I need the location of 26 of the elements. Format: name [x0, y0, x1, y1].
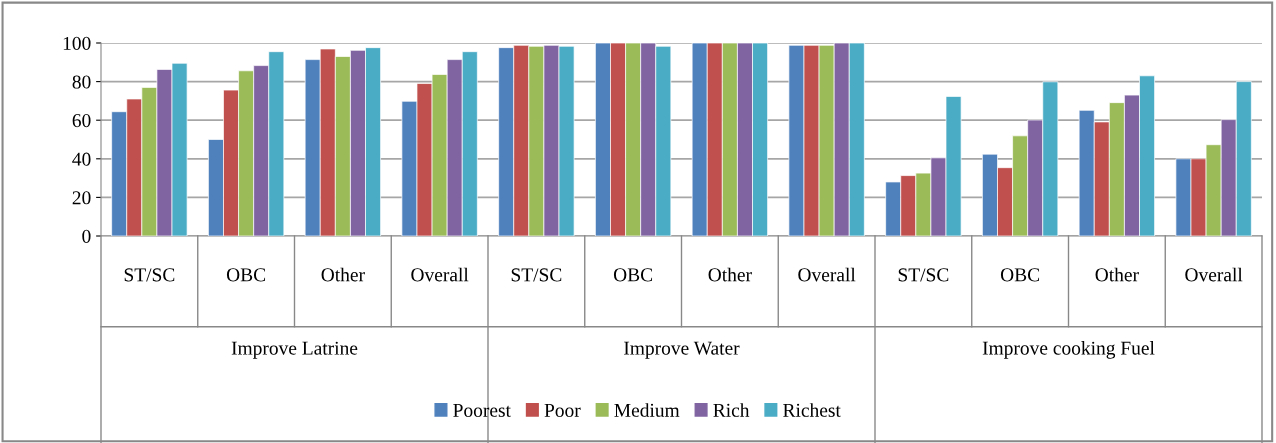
x-tick-label: Other	[708, 267, 752, 282]
x-tick-label: OBC	[1000, 268, 1040, 282]
x-tick-label: Overall	[798, 267, 856, 282]
text: Improve Latrine	[231, 341, 358, 359]
legend-label: Poor	[544, 403, 581, 417]
x-tick-label: ST/SC	[124, 268, 175, 282]
y-tick-label: 40	[72, 152, 91, 166]
legend-label: Poorest	[453, 403, 511, 417]
x-tick-label: Other	[321, 267, 365, 282]
legend-label: Medium	[614, 403, 680, 417]
y-tick-label: 80	[72, 75, 91, 89]
y-tick-label: 100	[63, 36, 91, 50]
y-tick-label: 20	[72, 191, 91, 205]
legend-label: Rich	[713, 403, 750, 417]
text: Improve cooking Fuel	[982, 341, 1155, 359]
x-tick-label: Other	[1095, 267, 1139, 282]
y-tick-label: 0	[82, 229, 91, 243]
x-tick-label: OBC	[613, 268, 653, 282]
y-tick-label: 60	[72, 114, 91, 128]
x-tick-label: Overall	[1185, 267, 1243, 282]
x-tick-label: ST/SC	[898, 268, 949, 282]
x-tick-label: OBC	[226, 268, 266, 282]
x-tick-label: Overall	[411, 267, 469, 282]
x-tick-label: ST/SC	[511, 268, 562, 282]
text: Improve Water	[624, 341, 740, 359]
legend-label: Richest	[783, 403, 841, 417]
